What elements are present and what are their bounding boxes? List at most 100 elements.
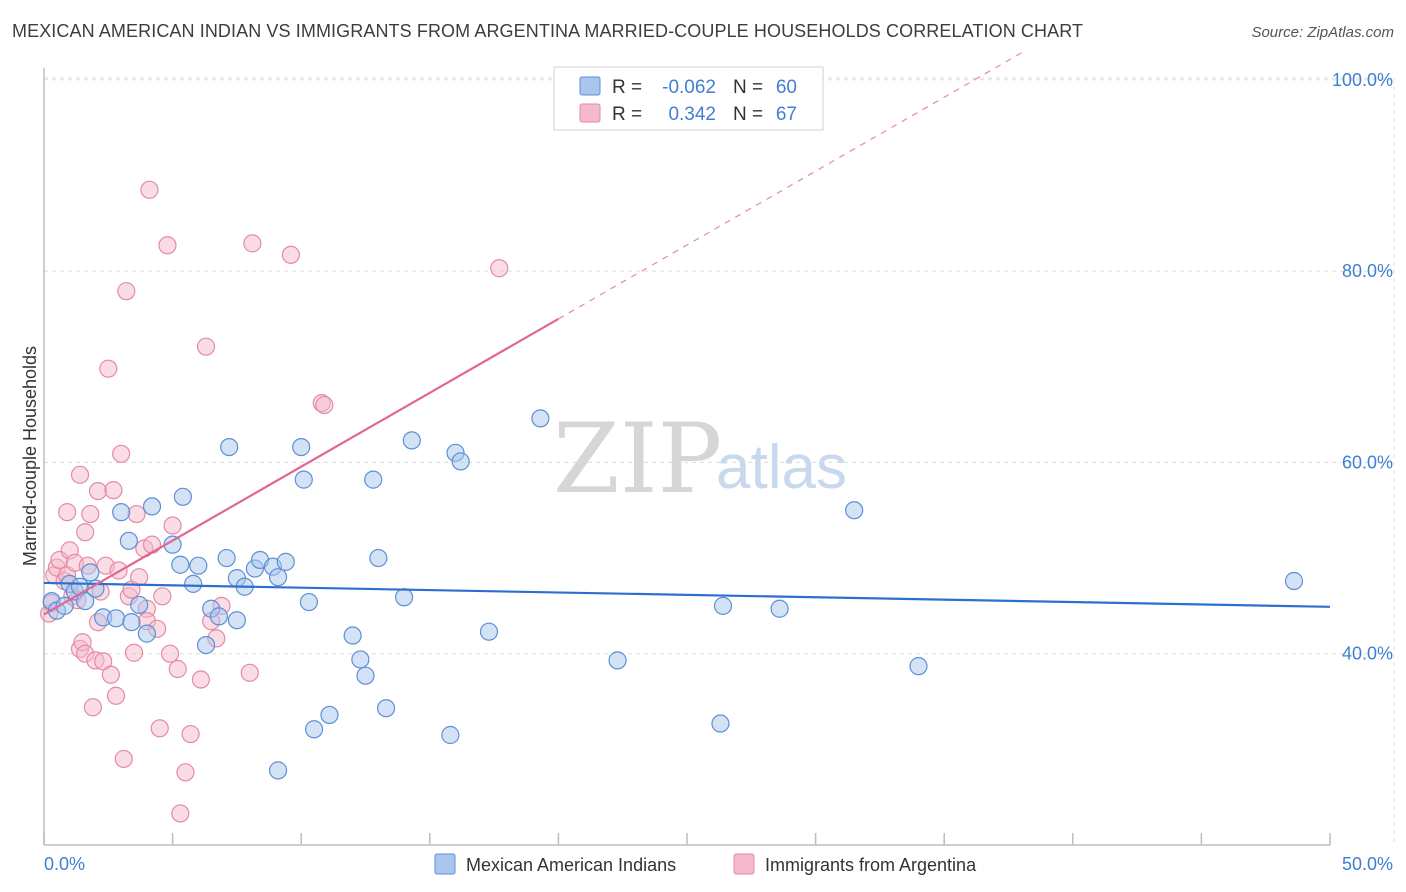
mexican-american-indian-point-47 — [394, 588, 414, 607]
series-legend: Mexican American Indians Immigrants from… — [434, 853, 977, 875]
legend-label-immigrants-from-argentina: Immigrants from Argentina — [765, 855, 977, 875]
mexican-american-indian-point-29 — [227, 611, 246, 630]
chart-source: Source: ZipAtlas.com — [1251, 24, 1394, 41]
mexican-american-indian-point-35 — [268, 761, 288, 780]
argentina-point-61 — [281, 245, 301, 264]
mexican-american-indian-point-13 — [122, 613, 141, 632]
argentina-point-37 — [127, 504, 146, 524]
mexican-american-indian-point-38 — [299, 592, 319, 612]
mexican-american-indian-point-48 — [402, 431, 421, 450]
argentina-point-32 — [114, 749, 133, 769]
argentina-point-46 — [153, 587, 172, 606]
mexican-american-indian-point-46 — [376, 699, 396, 718]
argentina-point-33 — [117, 282, 136, 301]
axes — [43, 68, 1331, 846]
y-tick-labels: 40.0% 60.0% 80.0% 100.0% — [1332, 70, 1393, 664]
stats-n-label-blue: N = — [733, 77, 763, 98]
argentina-point-53 — [181, 724, 200, 744]
argentina-point-60 — [243, 234, 262, 253]
x-tick-labels: 0.0% 50.0% — [44, 854, 1393, 874]
series-immigrants-from-argentina — [40, 180, 509, 823]
mexican-american-indian-point-55 — [711, 714, 730, 733]
argentina-point-54 — [191, 670, 210, 689]
mexican-american-indian-point-53 — [531, 409, 550, 428]
mexican-american-indian-point-19 — [173, 487, 192, 506]
mexican-american-indian-point-42 — [351, 650, 370, 669]
x-tick-label-min: 0.0% — [44, 854, 85, 874]
watermark-zip: ZIP — [553, 403, 722, 515]
argentina-point-27 — [101, 665, 120, 684]
legend-swatch-mexican-american-indians — [434, 853, 456, 875]
mexican-american-indian-point-59 — [909, 657, 928, 676]
argentina-point-13 — [70, 465, 90, 484]
y-axis-title: Married-couple Households — [20, 346, 40, 566]
mexican-american-indian-point-39 — [304, 720, 324, 739]
argentina-point-47 — [158, 236, 177, 255]
argentina-point-50 — [168, 659, 187, 679]
y-tick-label-0: 40.0% — [1342, 644, 1393, 664]
mexican-american-indian-point-40 — [320, 705, 339, 725]
mexican-american-indian-point-6 — [76, 591, 95, 611]
mexican-american-indian-point-22 — [196, 635, 216, 655]
chart-title: MEXICAN AMERICAN INDIAN VS IMMIGRANTS FR… — [12, 21, 1084, 41]
trend-line-immigrants-from-argentina — [43, 317, 559, 616]
argentina-point-19 — [83, 698, 102, 717]
argentina-point-48 — [160, 644, 180, 663]
mexican-american-indian-point-57 — [770, 599, 789, 618]
mexican-american-indian-point-24 — [209, 607, 228, 626]
argentina-point-43 — [142, 535, 162, 554]
trend-extension-immigrants-from-argentina — [558, 52, 1022, 320]
stats-r-value-pink: 0.342 — [668, 104, 716, 125]
mexican-american-indian-point-7 — [81, 563, 100, 582]
y-tick-label-2: 80.0% — [1342, 261, 1393, 281]
mexican-american-indian-point-2 — [55, 596, 74, 615]
mexican-american-indian-point-52 — [479, 622, 499, 641]
mexican-american-indian-point-12 — [119, 531, 138, 550]
argentina-point-42 — [140, 180, 159, 199]
stats-r-label-blue: R = — [612, 77, 642, 98]
argentina-point-51 — [171, 804, 190, 823]
argentina-point-7 — [58, 503, 77, 522]
stats-legend-swatch-blue — [579, 76, 601, 96]
argentina-point-31 — [112, 444, 131, 463]
argentina-point-52 — [176, 763, 195, 782]
legend-label-mexican-american-indians: Mexican American Indians — [466, 855, 676, 875]
legend-swatch-immigrants-from-argentina — [733, 853, 755, 875]
argentina-point-59 — [240, 663, 259, 682]
argentina-point-36 — [124, 643, 144, 662]
mexican-american-indian-point-56 — [713, 596, 733, 615]
mexican-american-indian-point-41 — [343, 626, 362, 645]
mexican-american-indian-point-58 — [845, 501, 864, 520]
mexican-american-indian-point-44 — [364, 470, 383, 489]
stats-legend-swatch-pink — [579, 103, 601, 123]
trend-line-mexican-american-indians — [43, 581, 1331, 608]
argentina-point-18 — [81, 504, 100, 524]
mexican-american-indian-point-16 — [142, 497, 162, 516]
mexican-american-indian-point-10 — [106, 609, 126, 628]
mexican-american-indian-point-14 — [130, 595, 149, 615]
mexican-american-indian-point-36 — [292, 437, 311, 457]
argentina-point-49 — [163, 516, 182, 535]
mexican-american-indian-point-11 — [112, 503, 131, 522]
argentina-point-64 — [490, 259, 509, 278]
stats-r-label-pink: R = — [612, 104, 642, 125]
argentina-point-45 — [150, 719, 169, 738]
mexican-american-indian-point-20 — [184, 574, 203, 593]
stats-n-value-pink: 67 — [776, 104, 797, 125]
argentina-point-38 — [130, 568, 149, 587]
argentina-point-24 — [94, 652, 113, 671]
argentina-point-63 — [315, 395, 334, 415]
y-tick-label-1: 60.0% — [1342, 452, 1393, 472]
mexican-american-indian-point-27 — [220, 437, 239, 457]
mexican-american-indian-point-33 — [268, 568, 288, 587]
argentina-point-26 — [99, 359, 118, 378]
series-mexican-american-indians — [42, 409, 1304, 780]
mexican-american-indian-point-51 — [451, 452, 470, 471]
mexican-american-indian-point-21 — [189, 556, 208, 575]
mexican-american-indian-point-15 — [137, 624, 156, 643]
mexican-american-indian-point-45 — [369, 548, 388, 568]
y-tick-label-3: 100.0% — [1332, 70, 1393, 90]
mexican-american-indian-point-43 — [356, 666, 375, 685]
trend-lines — [43, 52, 1331, 616]
